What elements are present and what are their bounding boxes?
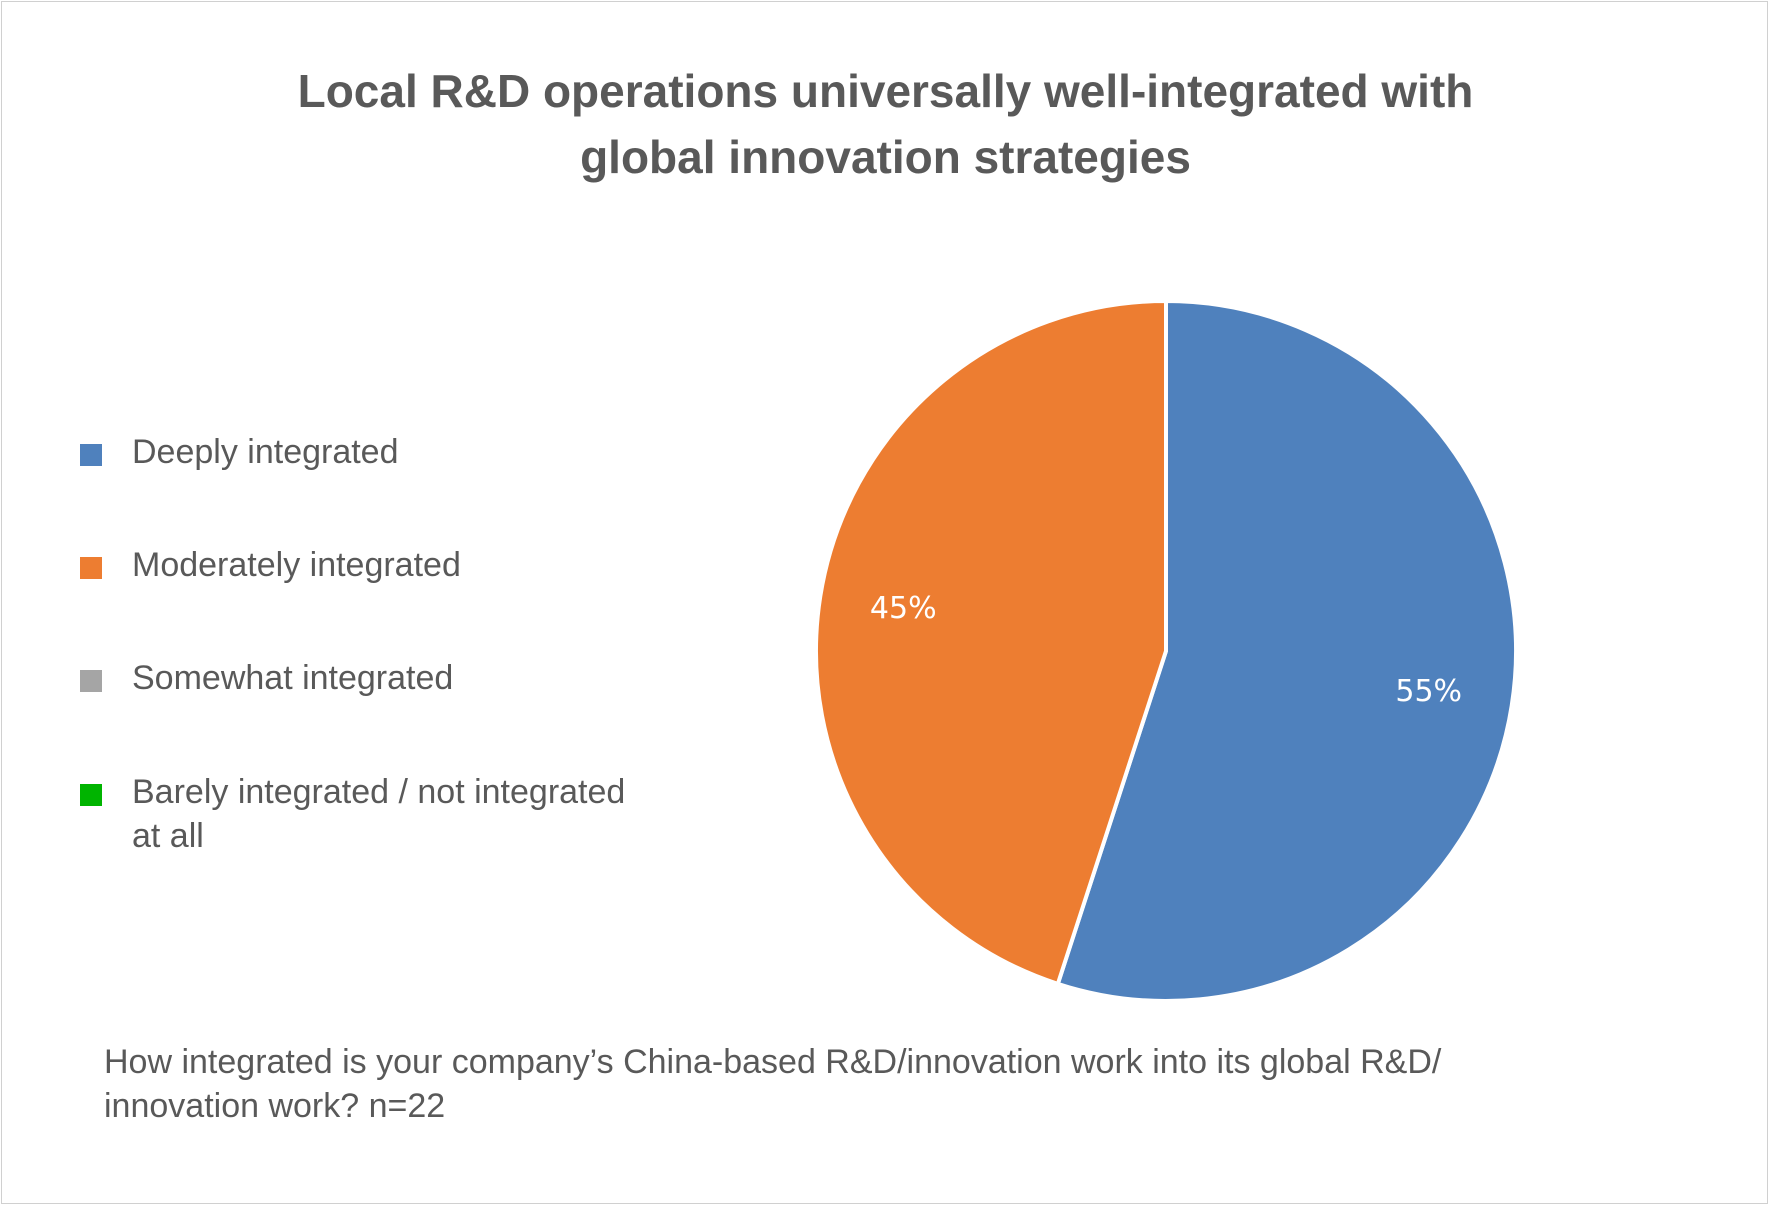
legend-label-line: Deeply integrated	[132, 433, 399, 471]
pie-slice-moderately-integrated[interactable]	[814, 299, 1168, 986]
legend-swatch-moderately-integrated	[80, 557, 102, 579]
legend-label-somewhat-integrated: Somewhat integrated	[132, 656, 652, 700]
pie-slices	[814, 299, 1518, 1003]
legend-label-line: Barely integrated / not integrated	[132, 773, 626, 811]
pie-slice-deeply-integrated[interactable]	[1055, 299, 1518, 1003]
legend-label-line: at all	[132, 817, 204, 855]
chart-title: Local R&D operations universally well-in…	[0, 58, 1771, 190]
legend-label-moderately-integrated: Moderately integrated	[132, 543, 652, 587]
legend-label-barely-integrated: Barely integrated / not integrated at al…	[132, 770, 652, 858]
legend-swatch-deeply-integrated	[80, 444, 102, 466]
chart-title-line-2: global innovation strategies	[580, 131, 1191, 183]
footnote-line-1: How integrated is your company’s China-b…	[104, 1043, 1442, 1081]
pie-data-label: 55%	[1395, 674, 1462, 709]
pie-data-label: 45%	[870, 591, 937, 626]
chart-title-line-1: Local R&D operations universally well-in…	[297, 65, 1474, 117]
pie-labels: 55% 45%	[870, 591, 1462, 709]
legend-swatch-barely-integrated	[80, 784, 102, 806]
chart-footnote: How integrated is your company’s China-b…	[104, 1040, 1604, 1128]
legend-label-line: Somewhat integrated	[132, 659, 454, 697]
legend-label-deeply-integrated: Deeply integrated	[132, 430, 652, 474]
legend-swatch-somewhat-integrated	[80, 670, 102, 692]
legend-label-line: Moderately integrated	[132, 546, 461, 584]
footnote-line-2: innovation work? n=22	[104, 1087, 446, 1125]
